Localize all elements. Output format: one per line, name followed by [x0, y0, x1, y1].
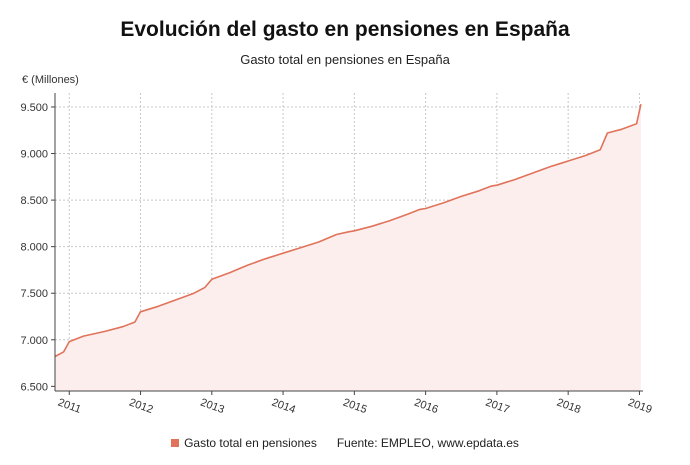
- y-tick-label: 7.000: [20, 335, 48, 347]
- series-line: [54, 104, 642, 358]
- x-tick-label: 2019: [626, 397, 653, 417]
- x-tick-label: 2016: [413, 397, 440, 417]
- x-tick-label: 2013: [199, 397, 226, 417]
- y-tick-label: 8.000: [20, 242, 48, 254]
- x-tick-label: 2017: [484, 397, 511, 417]
- x-tick-label: 2018: [555, 397, 582, 417]
- legend: Gasto total en pensiones Fuente: EMPLEO, …: [0, 436, 690, 450]
- y-tick-label: 8.500: [20, 195, 48, 207]
- series-area: [55, 104, 641, 391]
- x-tick-label: 2011: [56, 397, 82, 416]
- axis-layer: [51, 93, 643, 395]
- y-tick-label: 7.500: [20, 288, 48, 300]
- legend-swatch: [171, 439, 180, 447]
- x-tick-label: 2015: [341, 397, 368, 417]
- chart-subtitle: Gasto total en pensiones en España: [240, 52, 450, 67]
- x-tick-label: 2012: [128, 397, 155, 417]
- source-label: Fuente: EMPLEO, www.epdata.es: [336, 436, 519, 450]
- area-layer: [54, 104, 642, 391]
- x-tick-label: 2014: [270, 397, 297, 417]
- y-tick-label: 9.500: [20, 102, 48, 114]
- y-axis-unit-label: € (Millones): [22, 74, 79, 86]
- y-tick-label: 6.500: [20, 381, 48, 393]
- legend-series-label: Gasto total en pensiones: [184, 436, 317, 450]
- chart-title: Evolución del gasto en pensiones en Espa…: [120, 18, 570, 41]
- y-tick-label: 9.000: [20, 149, 48, 161]
